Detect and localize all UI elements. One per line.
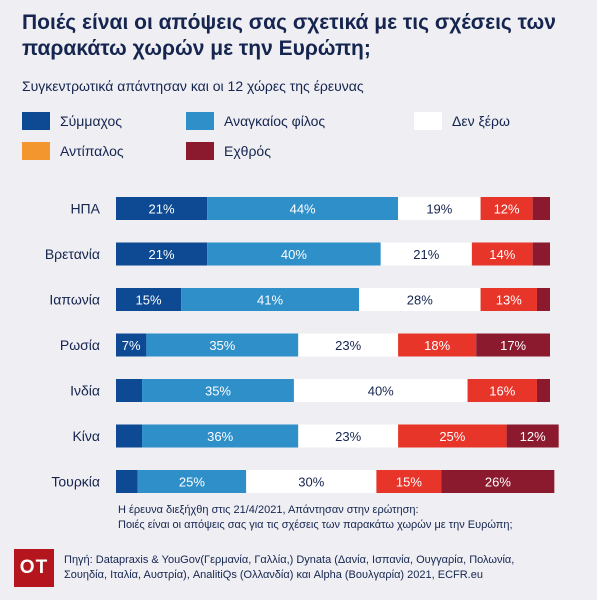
bar-segment-enemy [536, 288, 550, 311]
bar-segment-partner [181, 288, 360, 311]
source-line-1: Πηγή: Datapraxis & YouGov(Γερμανία, Γαλλ… [64, 554, 515, 566]
category-label: ΗΠΑ [70, 201, 100, 217]
category-label: Κίνα [72, 428, 100, 444]
legend-item-ally: Σύμμαχος [22, 112, 122, 130]
bar-segment-partner [207, 242, 381, 266]
data-label-partner: 41% [257, 293, 283, 308]
data-label-enemy: 17% [500, 338, 526, 353]
data-label-partner: 25% [179, 475, 205, 490]
bar-segment-enemy [476, 333, 550, 357]
data-label-rival: 12% [494, 202, 520, 217]
data-label-enemy: 26% [485, 475, 511, 490]
data-label-rival: 15% [396, 475, 422, 490]
data-label-rival: 16% [489, 384, 515, 399]
category-label: Βρετανία [45, 246, 100, 262]
data-label-rival: 14% [489, 247, 515, 262]
bar-segment-rival [398, 424, 507, 448]
legend-item-rival: Αντίπαλος [22, 142, 124, 160]
data-label-rival: 18% [424, 338, 450, 353]
bar-segment-enemy [532, 242, 550, 266]
bar-segment-dontknow [359, 288, 481, 311]
category-label: Ρωσία [60, 337, 100, 353]
legend-label-ally: Σύμμαχος [60, 113, 123, 129]
data-label-partner: 44% [290, 202, 316, 217]
data-label-dontknow: 23% [335, 429, 361, 444]
ot-logo: OT [14, 549, 54, 587]
data-label-rival: 13% [496, 293, 522, 308]
chart-title: Ποιές είναι οι απόψεις σας σχετικά με τι… [22, 11, 556, 60]
bar-segment-rival [398, 333, 477, 357]
data-label-enemy: 12% [520, 429, 546, 444]
legend-swatch-dontknow [414, 112, 442, 130]
bar-segment-rival [471, 242, 533, 266]
data-label-ally: 21% [149, 247, 175, 262]
chart-area: ΗΠΑ 21% 44% 19% 12% Βρετανία 21% 40% 21% 14% Ιαπων… [0, 180, 597, 500]
bar-segment-dontknow [398, 197, 481, 220]
chart-subtitle: Συγκεντρωτικά απάντησαν και οι 12 χώρες … [22, 78, 364, 94]
stacked-bar-chart: ΗΠΑ 21% 44% 19% 12% Βρετανία 21% 40% 21% 14% Ιαπων… [45, 197, 559, 493]
legend-swatch-enemy [186, 142, 214, 160]
bar-segment-ally [116, 470, 138, 493]
footnote: Η έρευνα διεξήχθη στις 21/4/2021, Απάντη… [118, 503, 588, 533]
data-label-dontknow: 28% [407, 293, 433, 308]
data-label-ally: 15% [136, 293, 162, 308]
bar-segment-ally [116, 197, 208, 220]
bar-segment-partner [142, 424, 299, 448]
bar-segment-enemy [536, 379, 550, 402]
footnote-line-2: Ποιές είναι οι απόψεις σας για τις σχέσε… [118, 519, 513, 531]
bar-segment-dontknow [298, 424, 399, 448]
bar-segment-enemy [441, 470, 555, 493]
data-label-dontknow: 30% [298, 475, 324, 490]
bar-segment-enemy [532, 197, 550, 220]
data-label-dontknow: 21% [413, 247, 439, 262]
category-label: Ιαπωνία [49, 292, 100, 308]
category-label: Τουρκία [51, 474, 100, 490]
legend-item-dontknow: Δεν ξέρω [414, 112, 510, 130]
legend-label-enemy: Εχθρός [224, 143, 271, 159]
source-note: Πηγή: Datapraxis & YouGov(Γερμανία, Γαλλ… [64, 553, 592, 583]
data-label-dontknow: 40% [368, 384, 394, 399]
data-label-partner: 35% [205, 384, 231, 399]
legend-swatch-rival [22, 142, 50, 160]
legend-item-partner: Αναγκαίος φίλος [186, 112, 325, 130]
data-label-rival: 25% [439, 429, 465, 444]
legend-label-rival: Αντίπαλος [60, 143, 124, 159]
source-line-2: Σουηδία, Ιταλία, Αυστρία), AnalitiQs (Ολ… [64, 569, 483, 581]
bar-segment-dontknow [246, 470, 377, 493]
legend: Σύμμαχος Αναγκαίος φίλος Δεν ξέρω Αντίπα… [22, 112, 582, 172]
category-label: Ινδία [70, 383, 100, 399]
legend-label-partner: Αναγκαίος φίλος [224, 113, 326, 129]
bar-segment-ally [116, 424, 143, 448]
bar-segment-partner [137, 470, 247, 493]
data-label-partner: 36% [207, 429, 233, 444]
bar-segment-rival [376, 470, 442, 493]
data-label-dontknow: 23% [335, 338, 361, 353]
legend-swatch-partner [186, 112, 214, 130]
bar-segment-rival [480, 288, 537, 311]
bar-segment-enemy [506, 424, 559, 448]
bar-segment-partner [207, 197, 399, 220]
bar-segment-rival [480, 197, 533, 220]
legend-label-dontknow: Δεν ξέρω [452, 113, 510, 129]
bar-segment-ally [116, 242, 208, 266]
data-label-partner: 40% [281, 247, 307, 262]
data-label-dontknow: 19% [426, 202, 452, 217]
bar-segment-ally [116, 288, 182, 311]
bar-segment-dontknow [293, 379, 468, 402]
bar-segment-partner [142, 379, 294, 402]
data-label-ally: 7% [122, 338, 141, 353]
footnote-line-1: Η έρευνα διεξήχθη στις 21/4/2021, Απάντη… [118, 504, 419, 516]
data-label-ally: 21% [149, 202, 175, 217]
bar-segment-ally [116, 333, 147, 357]
bar-segment-ally [116, 379, 143, 402]
data-label-partner: 35% [209, 338, 235, 353]
bar-segment-partner [146, 333, 299, 357]
legend-item-enemy: Εχθρός [186, 142, 271, 160]
bar-segment-dontknow [298, 333, 399, 357]
bar-segment-dontknow [380, 242, 472, 266]
legend-swatch-ally [22, 112, 50, 130]
bar-segment-rival [467, 379, 537, 402]
